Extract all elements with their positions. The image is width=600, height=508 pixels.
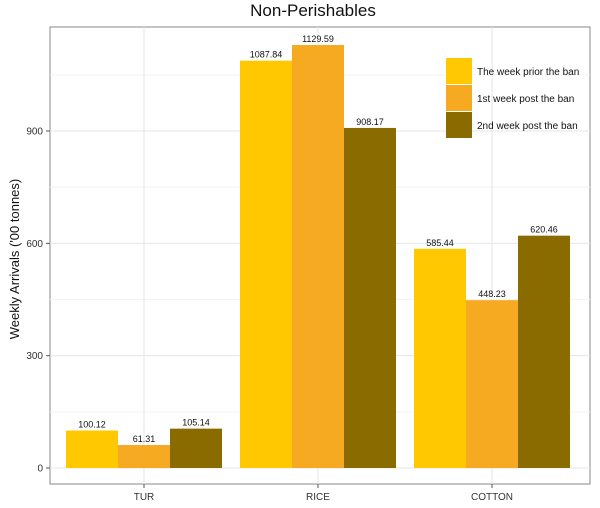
bar (518, 235, 570, 468)
legend: The week prior the ban 1st week post the … (446, 58, 579, 138)
bar (170, 428, 222, 468)
bar-value-label: 100.12 (78, 420, 106, 430)
y-tick-label: 300 (26, 351, 43, 362)
legend-label: 1st week post the ban (477, 94, 574, 105)
x-tick-label: RICE (306, 492, 330, 503)
bar (466, 300, 518, 468)
legend-label: The week prior the ban (477, 67, 579, 78)
legend-label: 2nd week post the ban (477, 121, 578, 132)
bar (292, 45, 344, 468)
x-tick-label: COTTON (471, 492, 513, 503)
legend-swatch (446, 58, 472, 84)
bar (344, 127, 396, 468)
bar-value-label: 908.17 (356, 117, 384, 127)
bar (66, 430, 118, 468)
bar-value-label: 1129.59 (302, 34, 334, 44)
plot-area: 0 300 600 900 100.12 61.31 105.14 TUR 1087.84 112… (26, 26, 591, 503)
chart-title: Non-Perishables (250, 1, 376, 20)
bar-value-label: 61.31 (133, 434, 156, 444)
y-tick-label: 900 (26, 127, 43, 138)
legend-swatch (446, 112, 472, 138)
bar (414, 248, 466, 468)
y-tick-label: 600 (26, 239, 43, 250)
bar-value-label: 448.23 (478, 289, 506, 299)
bar-value-label: 105.14 (182, 418, 210, 428)
x-tick-label: TUR (134, 492, 155, 503)
bar (118, 445, 170, 468)
legend-swatch (446, 85, 472, 111)
y-axis-title: Weekly Arrivals ('00 tonnes) (7, 179, 22, 339)
bar-value-label: 1087.84 (250, 50, 283, 60)
bar-value-label: 585.44 (426, 238, 454, 248)
y-tick-label: 0 (37, 464, 43, 475)
bar-value-label: 620.46 (530, 225, 558, 235)
bar (240, 60, 292, 468)
